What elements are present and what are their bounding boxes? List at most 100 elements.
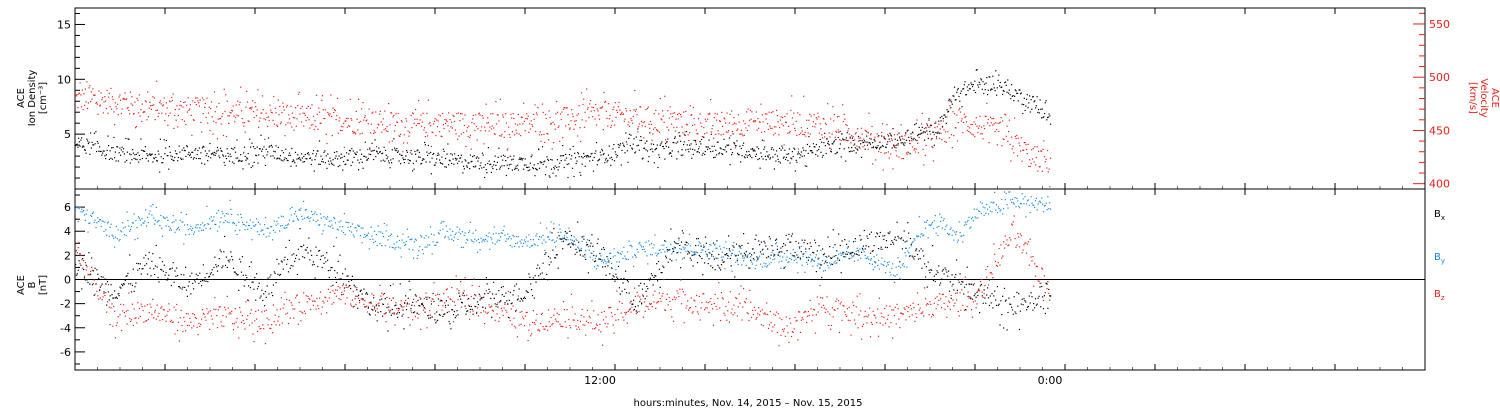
data-point [201, 162, 203, 164]
data-point [105, 154, 107, 156]
data-point [413, 298, 415, 300]
data-point [890, 274, 892, 276]
data-point [287, 312, 289, 314]
data-point [245, 159, 247, 161]
data-point [443, 221, 445, 223]
data-point [635, 256, 637, 258]
data-point [854, 147, 856, 149]
data-point [310, 217, 312, 219]
data-point [269, 327, 271, 329]
data-point [974, 135, 976, 138]
data-point [545, 325, 547, 327]
data-point [792, 249, 794, 251]
data-point [331, 163, 333, 165]
data-point [1038, 108, 1040, 111]
data-point [104, 155, 106, 157]
data-point [876, 147, 878, 149]
data-point [1034, 206, 1036, 209]
data-point [743, 120, 745, 122]
data-point [610, 164, 612, 166]
data-point [311, 214, 314, 216]
data-point [685, 149, 687, 151]
data-point [129, 317, 131, 320]
data-point [994, 130, 996, 132]
data-point [562, 326, 564, 328]
data-point [971, 309, 973, 311]
data-point [692, 106, 694, 109]
data-point [707, 302, 709, 304]
data-point [327, 111, 329, 113]
data-point [857, 149, 859, 151]
data-point [856, 295, 858, 297]
data-point [518, 324, 520, 326]
data-point [915, 122, 917, 125]
data-point [374, 131, 376, 133]
data-point [1006, 125, 1008, 127]
data-point [1031, 149, 1033, 151]
data-point [735, 123, 737, 125]
data-point [443, 150, 445, 152]
data-point [426, 151, 428, 153]
data-point [901, 158, 903, 160]
data-point [248, 225, 251, 227]
data-point [853, 319, 856, 321]
data-point [847, 251, 849, 253]
data-point [1007, 140, 1009, 142]
data-point [778, 134, 780, 136]
data-point [702, 249, 704, 251]
data-point [846, 247, 848, 249]
data-point [602, 259, 604, 261]
data-point [327, 300, 329, 302]
data-point [625, 258, 627, 260]
data-point [801, 317, 803, 319]
data-point [128, 292, 130, 294]
data-point [722, 148, 724, 151]
data-point [200, 121, 202, 123]
data-point [854, 240, 856, 242]
data-point [603, 91, 605, 94]
data-point [773, 149, 775, 151]
data-point [429, 310, 431, 312]
data-point [210, 216, 212, 218]
data-point [683, 248, 685, 250]
data-point [978, 290, 980, 292]
data-point [1029, 165, 1031, 168]
data-point [601, 150, 604, 152]
data-point [492, 113, 494, 115]
data-point [134, 101, 136, 103]
data-point [271, 112, 273, 114]
data-point [556, 312, 558, 314]
data-point [335, 237, 337, 239]
data-point [424, 127, 426, 129]
data-point [649, 303, 652, 305]
data-point [836, 152, 838, 154]
data-point [827, 311, 829, 313]
data-point [849, 137, 851, 139]
data-point [905, 133, 907, 135]
data-point [984, 89, 986, 91]
data-point [398, 160, 400, 162]
data-point [174, 109, 176, 111]
data-point [311, 104, 313, 106]
data-point [192, 158, 194, 160]
data-point [626, 322, 628, 324]
data-point [776, 109, 778, 111]
data-point [544, 174, 547, 176]
data-point [1040, 108, 1042, 110]
data-point [714, 243, 716, 245]
data-point [996, 87, 998, 89]
data-point [98, 90, 100, 92]
data-point [321, 233, 323, 235]
data-point [358, 225, 360, 227]
data-point [237, 100, 239, 102]
data-point [230, 208, 232, 210]
data-point [463, 124, 465, 127]
data-point [146, 119, 148, 121]
data-point [81, 106, 83, 108]
data-point [642, 246, 644, 248]
data-point [465, 307, 467, 310]
data-point [292, 308, 294, 310]
data-point [821, 156, 823, 158]
data-point [709, 148, 711, 150]
data-point [487, 147, 489, 149]
